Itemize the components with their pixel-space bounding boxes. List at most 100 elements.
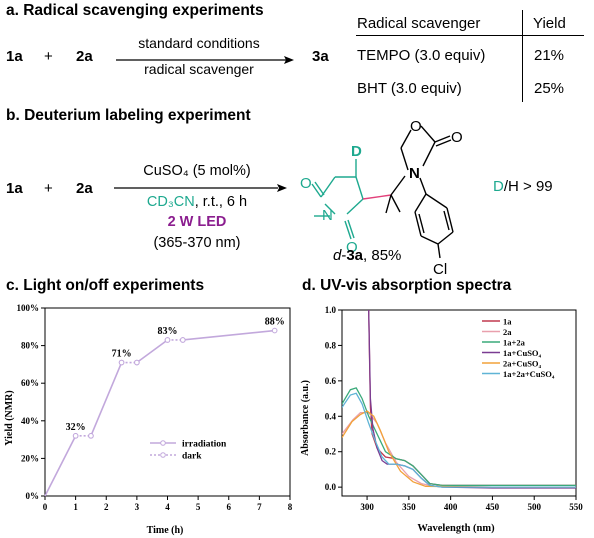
- reaction-arrow-a: [116, 56, 294, 64]
- chart-c-xtick-label: 2: [104, 502, 109, 512]
- reaction-arrow-b: [114, 184, 287, 192]
- chart-c-legend-marker: [160, 440, 166, 446]
- table-cell-bht: BHT (3.0 equiv): [357, 80, 462, 97]
- chart-d-series-1a+2a+CuSO₄: [342, 392, 576, 488]
- d-h-ratio: D/H > 99: [493, 178, 553, 195]
- atom-d: D: [351, 143, 362, 160]
- product-label-yield: , 85%: [363, 247, 402, 264]
- atom-n-imide: N: [322, 207, 333, 224]
- reactant-2a-b: 2a: [76, 180, 93, 197]
- chart-c-point: [180, 337, 186, 343]
- chart-c-xtick-label: 5: [196, 502, 201, 512]
- chart-c-ytick-label: 0%: [26, 491, 40, 501]
- solvent-cd3cn: CD₃CN: [146, 194, 195, 210]
- chart-d-ytick-label: 1.0: [325, 305, 337, 315]
- chart-d-xtick-label: 300: [360, 502, 374, 512]
- chart-d-ytick-label: 0.0: [325, 482, 337, 492]
- section-d-title: d. UV-vis absorption spectra: [302, 277, 512, 294]
- product-structure: D N O O O O N Cl: [300, 118, 463, 278]
- chart-c-ytick-label: 40%: [21, 416, 39, 426]
- chart-c-series-irradiation: [90, 362, 123, 437]
- chart-d-legend-label: 2a: [503, 327, 512, 337]
- chart-c-xtick-label: 4: [165, 502, 170, 512]
- product-label: d-3a, 85%: [333, 247, 401, 264]
- product-label-dash: -: [341, 247, 347, 264]
- chart-c-ylabel: Yield (NMR): [4, 390, 15, 445]
- atom-o-carbonyl: O: [451, 129, 463, 146]
- section-a-title: a. Radical scavenging experiments: [6, 2, 264, 19]
- chart-d-ytick-label: 0.4: [325, 411, 337, 421]
- chart-d-series-1a+CuSO₄: [368, 310, 576, 489]
- chart-c-annotation: 71%: [112, 349, 132, 360]
- chart-c-legend-label: irradiation: [182, 440, 227, 450]
- uv-vis-chart: Absorbance (a.u.) Wavelength (nm) 300 350…: [300, 305, 583, 534]
- chart-c-xtick-label: 0: [43, 502, 48, 512]
- chart-c-series-irradiation: [182, 329, 275, 341]
- table-cell-tempo-yield: 21%: [534, 47, 565, 64]
- chart-c-annotation: 88%: [265, 317, 285, 328]
- chart-d-xtick-label: 400: [444, 502, 458, 512]
- reactant-1a-b: 1a: [6, 180, 23, 197]
- chart-d-ytick-label: 0.6: [325, 376, 337, 386]
- atom-n-oxazolidinone: N: [409, 165, 420, 182]
- chart-c-series-irradiation: [136, 339, 168, 364]
- chart-d-legend-label: 1a+CuSO₄: [503, 348, 542, 358]
- chart-d-xtick-label: 550: [569, 502, 583, 512]
- product-label-d: d: [333, 247, 342, 264]
- chart-c-xtick-label: 1: [73, 502, 78, 512]
- chart-c-point: [72, 433, 79, 439]
- d-h-ratio-value: /H > 99: [503, 178, 553, 195]
- chart-c-ytick-label: 20%: [21, 453, 39, 463]
- chart-d-legend-label: 1a+2a: [503, 338, 526, 348]
- chart-c-xtick-label: 8: [288, 502, 293, 512]
- chart-c-annotation: 32%: [66, 422, 86, 433]
- chart-c-ytick-label: 80%: [21, 341, 39, 351]
- condition-catalyst: CuSO₄ (5 mol%): [143, 163, 251, 179]
- plus-sign: +: [44, 48, 53, 65]
- reactant-1a: 1a: [6, 48, 23, 65]
- chart-c-xlabel: Time (h): [147, 525, 184, 536]
- table-header-rule: [356, 35, 584, 36]
- chart-c-legend-label: dark: [182, 452, 202, 462]
- condition-solvent-line: CD₃CN, r.t., 6 h: [112, 194, 282, 210]
- chart-d-series-1a+2a: [342, 387, 576, 487]
- product-label-3a: 3a: [346, 247, 364, 264]
- light-on-off-chart: Yield (NMR) Time (h) 0 1 2 3 4 5 6 7 80%20%40%60…: [4, 303, 293, 536]
- chart-c-annotation: 83%: [158, 326, 178, 337]
- plus-sign-b: +: [44, 180, 53, 197]
- table-column-rule: [522, 10, 523, 102]
- chart-d-xtick-label: 350: [402, 502, 416, 512]
- chart-d-legend-label: 1a: [503, 317, 512, 327]
- chart-d-ytick-label: 0.8: [325, 340, 337, 350]
- chart-c-point: [134, 359, 140, 366]
- condition-rt-time: , r.t., 6 h: [194, 194, 248, 210]
- chart-c-xtick-label: 3: [135, 502, 140, 512]
- atom-o-imide-1: O: [300, 175, 312, 192]
- chart-c-point: [164, 337, 171, 343]
- table-header-scavenger: Radical scavenger: [357, 15, 481, 32]
- atom-o-ring: O: [410, 118, 422, 135]
- section-c-title: c. Light on/off experiments: [6, 277, 205, 294]
- chart-d-legend-label: 1a+2a+CuSO₄: [503, 369, 555, 379]
- chart-d-xtick-label: 500: [527, 502, 541, 512]
- chart-c-xtick-label: 6: [227, 502, 232, 512]
- chart-c-point: [118, 359, 125, 366]
- chart-d-xtick-label: 450: [486, 502, 500, 512]
- condition-bottom: radical scavenger: [144, 61, 254, 77]
- condition-led: 2 W LED: [167, 214, 227, 230]
- chart-d-xlabel: Wavelength (nm): [417, 523, 495, 534]
- atom-o-imide-2: O: [346, 239, 358, 256]
- table-header-yield: Yield: [533, 15, 566, 32]
- table-cell-tempo: TEMPO (3.0 equiv): [357, 47, 486, 64]
- chart-d-plot-area: [342, 310, 576, 489]
- chart-d-frame: [341, 309, 577, 497]
- chart-d-legend-label: 2a+CuSO₄: [503, 359, 542, 369]
- table-cell-bht-yield: 25%: [534, 80, 565, 97]
- chart-c-xtick-label: 7: [257, 502, 262, 512]
- product-3a: 3a: [312, 48, 329, 65]
- chart-c-point: [271, 327, 278, 334]
- chart-d-ylabel: Absorbance (a.u.): [300, 380, 311, 456]
- chart-d-ytick-label: 0.2: [325, 447, 337, 457]
- chart-c-point: [88, 433, 94, 439]
- chart-c-ytick-label: 60%: [21, 378, 39, 388]
